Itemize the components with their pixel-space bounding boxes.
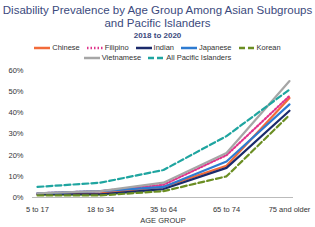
svg-text:10%: 10% [8, 172, 23, 181]
svg-text:20%: 20% [8, 151, 23, 160]
svg-text:18 to 34: 18 to 34 [87, 205, 114, 214]
svg-text:40%: 40% [8, 108, 23, 117]
svg-text:AGE GROUP: AGE GROUP [140, 216, 185, 225]
svg-text:0%: 0% [13, 193, 24, 202]
html-text:Vietnamese: Vietnamese [101, 53, 142, 62]
html-text:Filipino: Filipino [104, 43, 129, 52]
svg-text:5 to 17: 5 to 17 [26, 205, 49, 214]
svg-text:65 to 74: 65 to 74 [213, 205, 240, 214]
svg-text:30%: 30% [8, 129, 23, 138]
svg-text:75 and older: 75 and older [269, 205, 311, 214]
html-text:Korean: Korean [256, 43, 281, 52]
svg-text:50%: 50% [8, 87, 23, 96]
html-text:Japanese: Japanese [199, 43, 232, 52]
html-text:Indian: Indian [153, 43, 174, 52]
svg-text:60%: 60% [8, 66, 23, 75]
html-text:All Pacific Islanders: All Pacific Islanders [166, 53, 232, 62]
svg-text:35 to 64: 35 to 64 [150, 205, 177, 214]
html-text:Chinese: Chinese [52, 43, 80, 52]
html-text:Disability Prevalence by Age G: Disability Prevalence by Age Group Among… [2, 4, 313, 29]
html-text:2018 to 2020: 2018 to 2020 [133, 31, 182, 40]
